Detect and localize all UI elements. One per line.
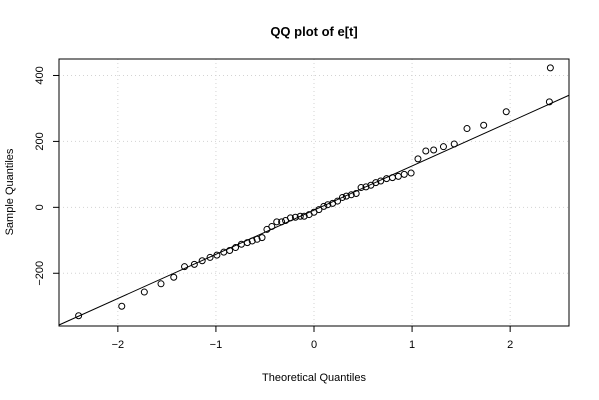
data-point-20 <box>273 218 281 226</box>
data-point-47 <box>407 169 415 177</box>
data-point-33 <box>334 197 342 205</box>
x-axis-label: Theoretical Quantiles <box>262 372 366 384</box>
data-point-7 <box>198 257 206 265</box>
data-point-16 <box>253 235 261 243</box>
data-point-38 <box>357 184 365 192</box>
data-point-54 <box>480 121 488 129</box>
data-point-35 <box>342 192 350 200</box>
data-point-26 <box>300 212 308 220</box>
data-point-11 <box>226 247 234 255</box>
data-point-30 <box>320 202 328 210</box>
data-point-14 <box>243 239 251 247</box>
data-point-8 <box>206 253 214 261</box>
data-point-3 <box>157 280 165 288</box>
data-point-9 <box>213 251 221 259</box>
data-point-36 <box>347 191 355 199</box>
data-point-29 <box>315 206 323 214</box>
data-point-19 <box>268 222 276 230</box>
data-point-41 <box>372 179 380 187</box>
data-point-45 <box>394 172 402 180</box>
data-point-34 <box>338 193 346 201</box>
data-point-56 <box>545 98 553 106</box>
data-point-31 <box>324 201 332 209</box>
data-point-42 <box>377 177 385 185</box>
data-point-46 <box>400 170 408 178</box>
data-point-23 <box>286 214 294 222</box>
reference-line <box>58 94 570 326</box>
data-point-52 <box>450 140 458 148</box>
data-points <box>75 64 554 320</box>
x-tick-label-3: 1 <box>409 339 415 351</box>
chart-title: QQ plot of e[t] <box>270 24 357 39</box>
y-axis-label: Sample Quantiles <box>4 148 16 235</box>
data-point-5 <box>181 263 189 271</box>
y-tick-label-2: 200 <box>34 132 46 150</box>
y-tick-label-3: 400 <box>34 66 46 84</box>
data-point-37 <box>352 189 360 197</box>
data-point-12 <box>232 244 240 252</box>
data-point-24 <box>291 213 299 221</box>
data-point-17 <box>258 234 266 242</box>
data-point-15 <box>248 237 256 245</box>
data-point-25 <box>296 212 304 220</box>
data-point-53 <box>463 125 471 133</box>
data-point-4 <box>170 273 178 281</box>
data-point-1 <box>118 302 126 310</box>
data-point-48 <box>414 155 422 163</box>
data-point-6 <box>190 260 198 268</box>
data-point-55 <box>502 108 510 116</box>
data-point-44 <box>388 174 396 182</box>
data-point-49 <box>422 147 430 155</box>
data-point-2 <box>140 288 148 296</box>
data-point-57 <box>546 64 554 72</box>
x-tick-label-0: −2 <box>112 339 125 351</box>
grid-lines <box>59 59 569 326</box>
data-point-50 <box>430 146 438 154</box>
data-point-39 <box>362 183 370 191</box>
y-axis: −200 0 200 400 <box>34 66 59 286</box>
x-tick-label-4: 2 <box>507 339 513 351</box>
data-point-51 <box>439 143 447 151</box>
x-tick-label-2: 0 <box>311 339 317 351</box>
x-tick-label-1: −1 <box>210 339 223 351</box>
reference-line-group <box>58 94 570 326</box>
x-axis: −2 −1 0 1 2 <box>112 326 513 351</box>
y-tick-label-0: −200 <box>34 261 46 286</box>
data-point-0 <box>75 312 83 320</box>
data-point-18 <box>263 225 271 233</box>
data-point-21 <box>278 218 286 226</box>
y-tick-label-1: 0 <box>34 204 46 210</box>
